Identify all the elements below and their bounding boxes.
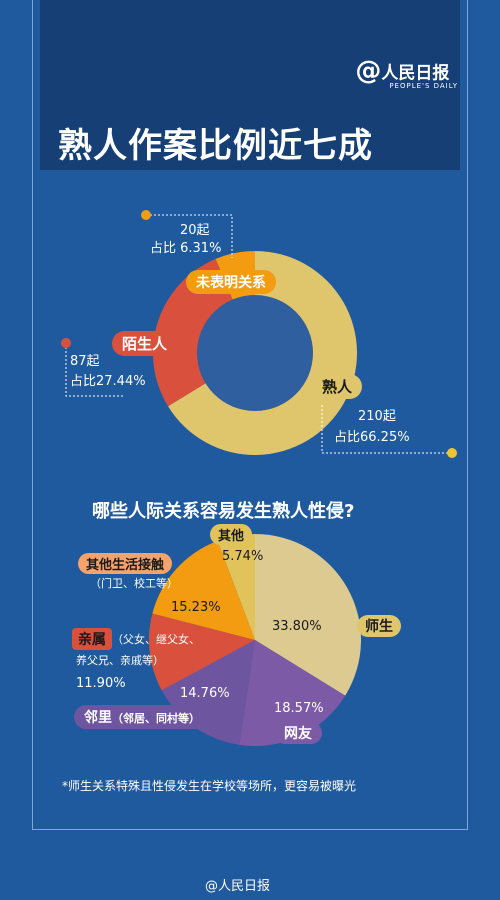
pie2-slice-5 — [217, 534, 255, 640]
callout-dot-acquaintance — [447, 448, 457, 458]
donut-stranger-count: 87起 — [70, 354, 100, 369]
donut-unspecified-tag: 未表明关系 — [186, 270, 276, 294]
page-title: 熟人作案比例近七成 — [58, 126, 373, 166]
footnote: *师生关系特殊且性侵发生在学校等场所，更容易被曝光 — [62, 779, 357, 793]
callout-line-stranger — [65, 343, 125, 397]
donut-acquaintance-count: 210起 — [358, 409, 396, 424]
content-frame — [32, 0, 468, 830]
pie2-slice-3 — [149, 613, 255, 691]
donut-stranger-tag: 陌生人 — [112, 331, 178, 356]
relation-pie-chart — [149, 534, 361, 746]
pie2-neighbor-name: 邻里 — [84, 710, 112, 726]
pie2-other-contact-pct: 15.23% — [171, 600, 221, 615]
pie2-other-contact-tag: 其他生活接触 — [78, 553, 173, 574]
donut-acquaintance-pct: 占比66.25% — [334, 430, 410, 445]
pie2-relative-sub-1: （父女、继父女、 — [112, 633, 200, 646]
weibo-watermark: @人民日报 — [205, 879, 271, 894]
logo-en: PEOPLE'S DAILY — [389, 82, 458, 90]
donut-unspecified-count: 20起 — [180, 223, 210, 238]
at-icon: @ — [355, 56, 382, 86]
header-banner — [40, 0, 460, 170]
pie2-other-pct: 5.74% — [222, 549, 264, 564]
pie2-relative-pct: 11.90% — [76, 676, 126, 691]
donut-stranger-pct: 占比27.44% — [70, 374, 146, 389]
pie2-neighbor-tag: 邻里（邻居、同村等） — [74, 705, 234, 729]
donut-unspecified-pct: 占比 6.31% — [150, 241, 222, 256]
pie2-title: 哪些人际关系容易发生熟人性侵? — [92, 501, 355, 522]
pie2-teacher-tag: 师生 — [357, 615, 401, 637]
pie2-slice-0 — [255, 534, 361, 696]
pie2-relative-tag: 亲属 — [72, 628, 112, 650]
people-daily-logo: @人民日报 PEOPLE'S DAILY — [355, 56, 458, 90]
callout-dot-stranger — [61, 338, 71, 348]
donut-acquaintance-tag: 熟人 — [312, 374, 363, 399]
donut-center — [197, 295, 313, 411]
pie2-neighbor-sub: （邻居、同村等） — [112, 712, 200, 725]
pie2-other-contact-sub: （门卫、校工等） — [90, 577, 178, 590]
pie2-netfriend-tag: 网友 — [274, 722, 322, 744]
pie2-slice-4 — [152, 540, 255, 640]
pie2-teacher-pct: 33.80% — [272, 619, 322, 634]
donut-chart — [153, 251, 357, 456]
callout-line-acquaintance — [321, 405, 452, 454]
pie2-other-tag: 其他 — [210, 524, 253, 545]
logo-cn: 人民日报 — [381, 63, 450, 84]
callout-line-unspecified — [146, 214, 233, 258]
pie2-slice-1 — [239, 640, 346, 746]
pie2-relative-sub-2: 养父兄、亲戚等） — [76, 654, 164, 667]
pie2-neighbor-pct: 14.76% — [180, 686, 230, 701]
pie2-netfriend-pct: 18.57% — [274, 701, 324, 716]
callout-dot-unspecified — [141, 210, 151, 220]
